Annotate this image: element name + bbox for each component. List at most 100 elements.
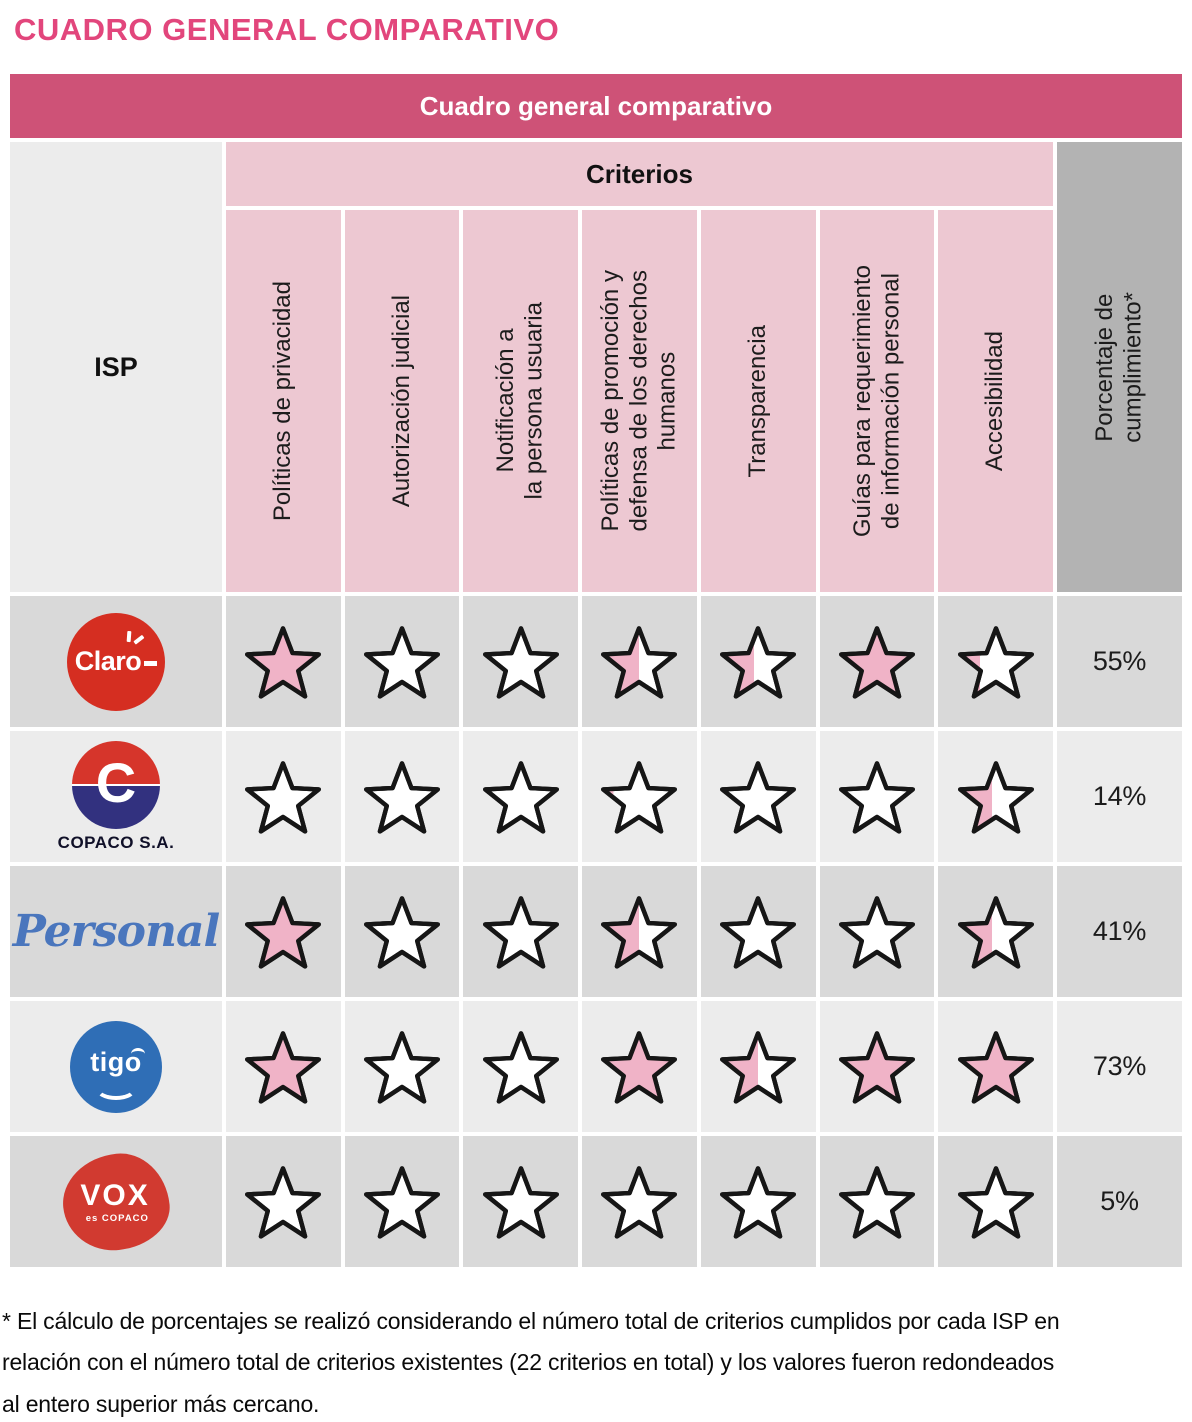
star-cell [226, 596, 341, 727]
star-cell [463, 1001, 579, 1132]
star-icon [245, 625, 322, 699]
copaco-logo-caption: COPACO S.A. [57, 832, 175, 852]
star-icon [957, 625, 1034, 699]
claro-tick-mark [133, 634, 145, 644]
isp-header-label: ISP [94, 351, 138, 382]
star-icon [364, 625, 441, 699]
star-cell [582, 1001, 697, 1132]
isp-cell-copaco: C COPACO S.A. [10, 731, 222, 862]
star-icon [720, 1030, 797, 1104]
star-icon [838, 895, 915, 969]
criteria-band: Criterios [226, 142, 1053, 206]
criteria-header-cell: Notificación a la persona usuaria [463, 210, 579, 592]
star-icon [720, 895, 797, 969]
star-icon [245, 1165, 322, 1239]
criteria-header-cell: Políticas de privacidad [226, 210, 341, 592]
criteria-header-label: Accesibilidad [981, 330, 1009, 472]
table-title: Cuadro general comparativo [419, 90, 773, 121]
tigo-smile-mark [95, 1076, 137, 1100]
star-icon [245, 1030, 322, 1104]
star-cell [463, 596, 579, 727]
criteria-header-label: Políticas de privacidad [269, 280, 297, 522]
star-icon [838, 625, 915, 699]
star-cell [819, 866, 935, 997]
star-icon [838, 1165, 915, 1239]
star-cell [582, 1136, 697, 1267]
star-icon [245, 760, 322, 834]
star-cell [819, 731, 935, 862]
percent-value: 5% [1100, 1186, 1139, 1216]
tigo-hat-mark [131, 1047, 145, 1060]
star-cell [463, 731, 579, 862]
star-cell [344, 1136, 460, 1267]
percent-header-label: Porcentaje de cumplimiento* [1091, 291, 1147, 443]
claro-dash-mark [144, 661, 158, 666]
star-cell [938, 731, 1053, 862]
criteria-header-cell: Accesibilidad [938, 210, 1053, 592]
star-icon [601, 1165, 678, 1239]
percent-value: 14% [1092, 781, 1147, 811]
isp-cell-claro: Claro [10, 596, 222, 727]
percent-cell: 73% [1057, 1001, 1182, 1132]
star-icon [245, 895, 322, 969]
percent-cell: 55% [1057, 596, 1182, 727]
star-cell [700, 866, 816, 997]
claro-logo: Claro [67, 612, 165, 711]
star-cell [463, 866, 579, 997]
star-cell [344, 731, 460, 862]
percent-cell: 5% [1057, 1136, 1182, 1267]
star-icon [957, 1030, 1034, 1104]
star-cell [819, 596, 935, 727]
percent-value: 73% [1092, 1051, 1147, 1081]
criteria-header-cell: Guías para requerimiento de información … [819, 210, 935, 592]
star-cell [700, 1001, 816, 1132]
star-icon [957, 1165, 1034, 1239]
star-cell [226, 1136, 341, 1267]
isp-cell-tigo: tigo [10, 1001, 222, 1132]
star-cell [700, 596, 816, 727]
star-icon [482, 1030, 559, 1104]
comparison-table: Cuadro general comparativo ISP Criterios… [10, 74, 1182, 1267]
star-icon [601, 625, 678, 699]
percent-cell: 14% [1057, 731, 1182, 862]
star-cell [938, 1001, 1053, 1132]
criteria-header-label: Notificación a la persona usuaria [492, 302, 548, 500]
copaco-logo-circle: C [71, 740, 160, 829]
star-icon [364, 1165, 441, 1239]
criteria-header-label: Autorización judicial [387, 294, 415, 508]
star-icon [601, 760, 678, 834]
claro-tick-mark [126, 630, 131, 642]
star-icon [364, 760, 441, 834]
star-cell [582, 596, 697, 727]
page-title: CUADRO GENERAL COMPARATIVO [14, 12, 560, 47]
criteria-band-label: Criterios [586, 158, 693, 189]
star-cell [463, 1136, 579, 1267]
criteria-header-cell: Transparencia [700, 210, 816, 592]
isp-cell-personal: Personal [10, 866, 222, 997]
star-icon [482, 760, 559, 834]
copaco-logo: C COPACO S.A. [57, 740, 175, 853]
claro-logo-text: Claro [74, 646, 142, 676]
star-icon [482, 1165, 559, 1239]
star-icon [482, 625, 559, 699]
personal-logo: Personal [12, 906, 220, 957]
star-cell [700, 1136, 816, 1267]
star-cell [700, 731, 816, 862]
star-cell [344, 596, 460, 727]
percent-header: Porcentaje de cumplimiento* [1057, 142, 1182, 592]
percent-value: 41% [1092, 916, 1147, 946]
criteria-header-label: Guías para requerimiento de información … [848, 264, 904, 538]
star-cell [938, 866, 1053, 997]
footnote: * El cálculo de porcentajes se realizó c… [2, 1308, 1060, 1417]
star-icon [957, 895, 1034, 969]
star-cell [226, 731, 341, 862]
criteria-header-cell: Autorización judicial [344, 210, 460, 592]
table-title-bar: Cuadro general comparativo [10, 74, 1182, 138]
star-cell [344, 866, 460, 997]
star-icon [364, 895, 441, 969]
star-cell [819, 1136, 935, 1267]
tigo-logo: tigo [70, 1020, 162, 1113]
star-cell [938, 1136, 1053, 1267]
star-cell [582, 731, 697, 862]
star-icon [957, 760, 1034, 834]
